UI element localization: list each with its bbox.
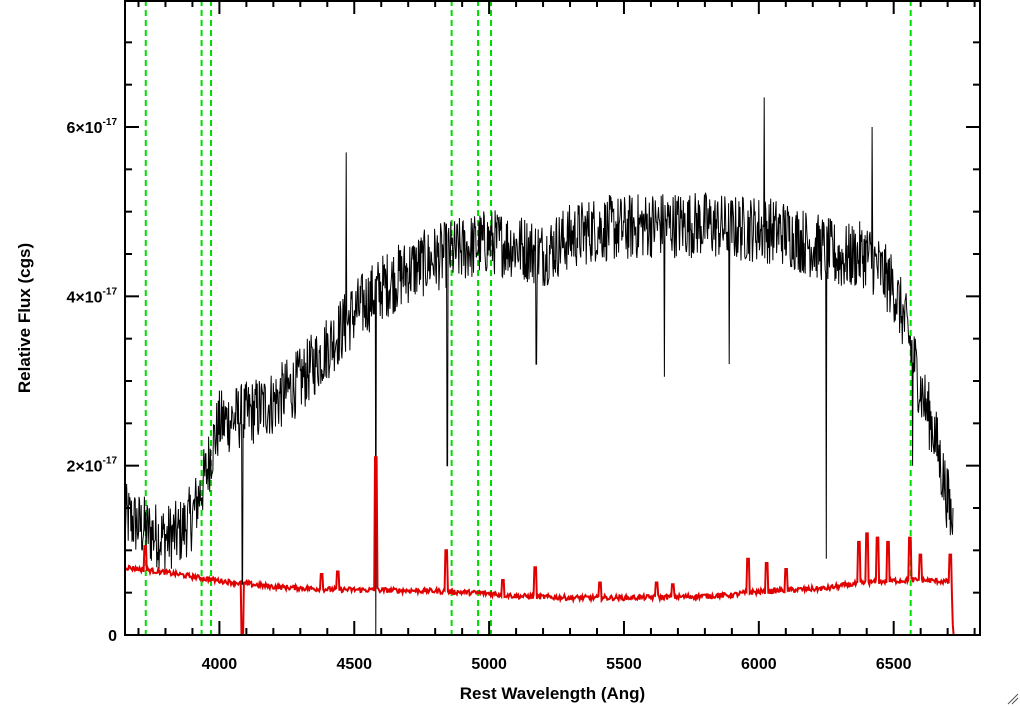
y-tick-label: 0 [108,628,117,645]
x-tick-label: 5000 [471,656,507,673]
model-line [124,456,980,636]
plot-frame [124,0,981,636]
x-tick-label: 6000 [741,656,777,673]
axis-ticks [125,0,980,636]
y-tick-label: 2×10-17 [67,456,118,476]
x-tick-label: 4500 [336,656,372,673]
resize-grip-icon[interactable] [1007,693,1019,705]
plot-area [124,0,980,636]
y-tick-label: 4×10-17 [67,286,118,306]
y-axis-label: Relative Flux (cgs) [15,243,34,393]
tick-labels: 4000 4500 5000 5500 6000 6500 0 2×10-17 4×10-17 6… [67,117,912,673]
x-tick-label: 4000 [202,656,238,673]
y-tick-label: 6×10-17 [67,117,118,137]
x-tick-label: 6500 [876,656,912,673]
spectrum-line [124,97,954,636]
x-axis-label: Rest Wavelength (Ang) [460,684,645,703]
x-tick-label: 5500 [606,656,642,673]
